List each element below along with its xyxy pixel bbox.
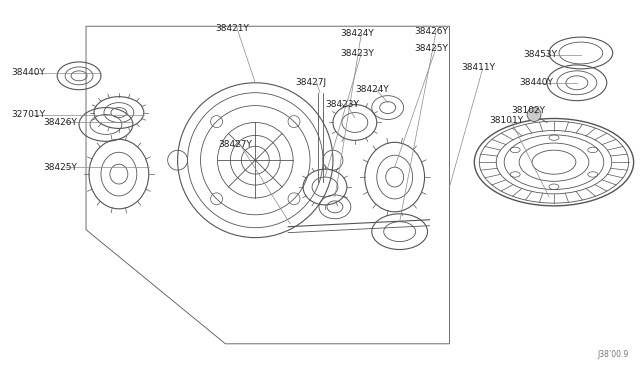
- Ellipse shape: [527, 108, 541, 122]
- Text: 38411Y: 38411Y: [461, 63, 495, 73]
- Text: 38440Y: 38440Y: [519, 78, 553, 87]
- Text: 38423Y: 38423Y: [325, 100, 359, 109]
- Text: 38426Y: 38426Y: [44, 118, 77, 127]
- Text: 38424Y: 38424Y: [340, 29, 374, 38]
- Text: 38425Y: 38425Y: [44, 163, 77, 171]
- Text: 38440Y: 38440Y: [12, 68, 45, 77]
- Text: 38101Y: 38101Y: [489, 116, 524, 125]
- Text: 38426Y: 38426Y: [415, 27, 449, 36]
- Text: 38423Y: 38423Y: [340, 48, 374, 58]
- Text: 38424Y: 38424Y: [355, 85, 388, 94]
- Text: 38102Y: 38102Y: [511, 106, 545, 115]
- Text: 38427Y: 38427Y: [218, 140, 252, 149]
- Text: 38453Y: 38453Y: [523, 51, 557, 60]
- Text: 32701Y: 32701Y: [12, 110, 45, 119]
- Text: 38425Y: 38425Y: [415, 44, 449, 52]
- Text: 38421Y: 38421Y: [216, 24, 250, 33]
- Text: 38427J: 38427J: [295, 78, 326, 87]
- Text: J38’00.9: J38’00.9: [597, 350, 628, 359]
